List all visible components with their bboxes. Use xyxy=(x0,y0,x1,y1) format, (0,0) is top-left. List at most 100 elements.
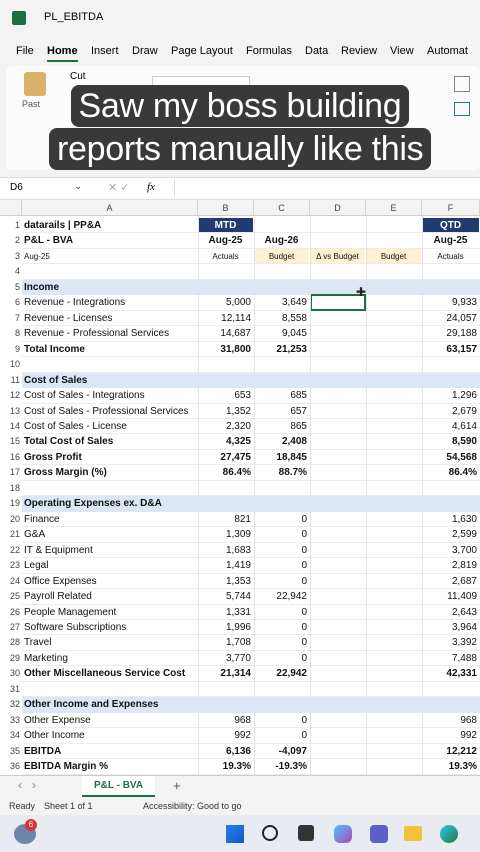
row-label-cell[interactable]: People Management xyxy=(24,606,117,618)
row-number[interactable]: 13 xyxy=(9,405,20,416)
value-cell[interactable]: 2,643 xyxy=(451,606,477,618)
row-number[interactable]: 24 xyxy=(9,575,20,586)
search-button[interactable] xyxy=(262,825,278,841)
row-number[interactable]: 12 xyxy=(9,390,20,401)
ribbon-tab[interactable]: Data xyxy=(305,45,329,57)
column-header[interactable]: F xyxy=(422,200,480,216)
copilot-icon[interactable] xyxy=(334,825,352,843)
ribbon-tab[interactable]: Home xyxy=(47,45,78,57)
row-label-cell[interactable]: Cost of Sales - Professional Services xyxy=(24,405,189,417)
row-label-cell[interactable]: datarails | PP&A xyxy=(24,220,102,231)
row-label-cell[interactable]: Operating Expenses ex. D&A xyxy=(24,498,162,510)
row-label-cell[interactable]: Software Subscriptions xyxy=(24,621,127,633)
name-box[interactable]: D6 xyxy=(10,182,23,193)
row-number[interactable]: 34 xyxy=(9,730,20,741)
row-label-cell[interactable]: Other Expense xyxy=(24,714,91,726)
row-number[interactable]: 35 xyxy=(9,745,20,756)
value-cell[interactable]: 1,683 xyxy=(225,544,251,556)
value-cell[interactable]: 2,687 xyxy=(451,575,477,587)
paste-label[interactable]: Past xyxy=(22,99,41,109)
value-cell[interactable]: 12,212 xyxy=(446,745,477,757)
row-number[interactable]: 7 xyxy=(14,312,20,323)
value-cell[interactable]: 3,649 xyxy=(281,297,307,309)
value-cell[interactable]: 9,933 xyxy=(451,297,477,309)
value-cell[interactable]: 968 xyxy=(234,714,251,726)
value-cell[interactable]: 5,000 xyxy=(225,297,251,309)
row-label-cell[interactable]: EBITDA xyxy=(24,745,62,757)
value-cell[interactable]: 968 xyxy=(460,714,477,726)
row-number[interactable]: 14 xyxy=(9,420,20,431)
value-cell[interactable]: 1,352 xyxy=(225,405,251,417)
value-cell[interactable]: 54,568 xyxy=(446,451,477,463)
sheet-tab[interactable]: P&L - BVA xyxy=(82,776,156,797)
row-number[interactable]: 26 xyxy=(9,606,20,617)
row-label-cell[interactable]: Aug-25 xyxy=(24,251,50,261)
row-label-cell[interactable]: Gross Profit xyxy=(24,451,82,463)
value-cell[interactable]: Aug-26 xyxy=(264,235,299,247)
ribbon-tab[interactable]: Page Layout xyxy=(171,45,233,57)
value-cell[interactable]: MTD xyxy=(214,220,237,231)
row-label-cell[interactable]: IT & Equipment xyxy=(24,544,93,556)
name-box-arrow[interactable]: ⌄ xyxy=(74,181,83,192)
value-cell[interactable]: 24,057 xyxy=(446,312,477,324)
value-cell[interactable]: 1,296 xyxy=(451,390,477,402)
ribbon-tab[interactable]: File xyxy=(16,45,34,57)
value-cell[interactable]: Aug-25 xyxy=(208,235,243,247)
row-label-cell[interactable]: Cost of Sales xyxy=(24,374,88,386)
add-sheet[interactable]: + xyxy=(173,778,181,793)
value-cell[interactable]: 12,114 xyxy=(221,312,251,324)
column-header[interactable]: E xyxy=(366,200,422,216)
row-label-cell[interactable]: Revenue - Integrations xyxy=(24,297,126,309)
value-cell[interactable]: Aug-25 xyxy=(433,235,468,247)
value-cell[interactable]: Budget xyxy=(380,251,407,261)
value-cell[interactable]: 9,045 xyxy=(281,328,307,340)
ribbon-tab[interactable]: View xyxy=(390,45,414,57)
value-cell[interactable]: 22,942 xyxy=(276,591,307,603)
row-number[interactable]: 2 xyxy=(14,235,20,246)
value-cell[interactable]: 27,475 xyxy=(220,451,251,463)
value-cell[interactable]: 8,590 xyxy=(451,436,477,448)
row-number[interactable]: 29 xyxy=(9,652,20,663)
row-label-cell[interactable]: Total Cost of Sales xyxy=(24,436,114,448)
value-cell[interactable]: 3,770 xyxy=(225,652,251,664)
value-cell[interactable]: 5,744 xyxy=(225,591,251,603)
paste-icon[interactable] xyxy=(24,72,46,96)
value-cell[interactable]: 992 xyxy=(234,730,251,742)
value-cell[interactable]: 1,419 xyxy=(225,560,251,572)
row-number[interactable]: 1 xyxy=(14,220,20,230)
row-number[interactable]: 15 xyxy=(9,436,20,447)
start-button[interactable] xyxy=(226,825,244,843)
value-cell[interactable]: QTD xyxy=(439,220,462,231)
row-number[interactable]: 36 xyxy=(9,761,20,772)
row-label-cell[interactable]: Other Income and Expenses xyxy=(24,699,159,711)
row-label-cell[interactable]: Other Miscellaneous Service Cost xyxy=(24,668,186,680)
row-number[interactable]: 22 xyxy=(9,544,20,555)
value-cell[interactable]: 0 xyxy=(301,606,307,618)
value-cell[interactable]: 19.3% xyxy=(448,761,477,773)
value-cell[interactable]: 0 xyxy=(301,621,307,633)
value-cell[interactable]: 86.4% xyxy=(448,467,477,479)
row-label-cell[interactable]: Total Income xyxy=(24,343,85,355)
row-label-cell[interactable]: Cost of Sales - Integrations xyxy=(24,390,145,402)
value-cell[interactable]: 42,331 xyxy=(446,668,477,680)
value-cell[interactable]: 0 xyxy=(301,544,307,556)
ribbon-tab[interactable]: Formulas xyxy=(246,45,292,57)
row-number[interactable]: 33 xyxy=(9,714,20,725)
teams-icon[interactable] xyxy=(370,825,388,843)
row-number[interactable]: 32 xyxy=(9,699,20,710)
fx-button[interactable]: fx xyxy=(147,181,155,193)
row-number[interactable]: 30 xyxy=(9,668,20,679)
value-cell[interactable]: 22,942 xyxy=(276,668,307,680)
value-cell[interactable]: Actuals xyxy=(212,251,239,261)
value-cell[interactable]: 657 xyxy=(290,405,307,417)
value-cell[interactable]: Actuals xyxy=(437,251,464,261)
value-cell[interactable]: 0 xyxy=(301,637,307,649)
value-cell[interactable]: 86.4% xyxy=(222,467,251,479)
value-cell[interactable]: -4,097 xyxy=(278,745,307,757)
selected-cell[interactable] xyxy=(310,294,366,311)
value-cell[interactable]: Budget xyxy=(268,251,295,261)
value-cell[interactable]: 4,614 xyxy=(451,420,477,432)
file-title[interactable]: PL_EBITDA xyxy=(44,11,104,23)
value-cell[interactable]: 21,253 xyxy=(276,343,307,355)
value-cell[interactable]: 865 xyxy=(290,420,307,432)
